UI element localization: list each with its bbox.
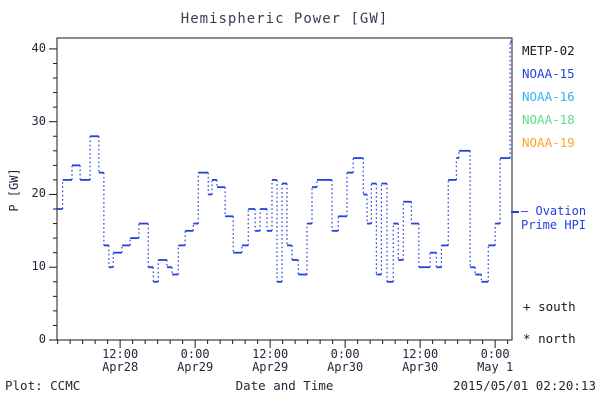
x-tick-date-label: Apr29 <box>177 360 214 374</box>
marker-label-north: north <box>538 331 576 346</box>
ovation-key-icon: — <box>521 204 529 218</box>
ovation-key-dash-icon <box>511 211 519 213</box>
x-tick-date-label: Apr28 <box>102 360 139 374</box>
x-tick-time-label: 0:00 <box>480 347 510 361</box>
plot-timestamp: 2015/05/01 02:20:13 <box>453 378 596 393</box>
y-tick-label: 20 <box>31 186 46 201</box>
ovation-label-line2: Prime HPI <box>521 218 587 232</box>
y-tick-label: 0 <box>38 332 46 346</box>
x-tick-time-label: 12:00 <box>252 347 289 361</box>
ovation-label-line1: Ovation <box>535 204 587 218</box>
plus-marker-icon: + <box>523 299 531 314</box>
x-tick-time-label: 12:00 <box>102 347 139 361</box>
x-tick-time-label: 0:00 <box>180 347 210 361</box>
x-tick-time-label: 12:00 <box>402 347 439 361</box>
plot-credit: Plot: CCMC <box>5 378 81 393</box>
legend-item-noaa-19: NOAA-19 <box>522 135 575 150</box>
chart-title: Hemispheric Power [GW] <box>180 11 389 27</box>
x-tick-date-label: Apr29 <box>252 360 289 374</box>
x-tick-date-label: Apr30 <box>327 360 364 374</box>
y-tick-label: 10 <box>31 259 46 274</box>
marker-label-south: south <box>538 299 576 314</box>
axis-ticks <box>49 48 509 348</box>
plot-border <box>56 37 513 341</box>
legend-item-noaa-15: NOAA-15 <box>522 66 575 81</box>
legend-item-noaa-16: NOAA-16 <box>522 89 575 104</box>
legend-item-noaa-18: NOAA-18 <box>522 112 575 127</box>
x-tick-date-label: May 1 <box>477 360 514 374</box>
legend-item-metp-02: METP-02 <box>522 43 575 58</box>
x-tick-date-label: Apr30 <box>402 360 439 374</box>
x-tick-time-label: 0:00 <box>330 347 360 361</box>
marker-legend-north: * north <box>523 331 576 346</box>
marker-legend-south: + south <box>523 299 576 314</box>
y-tick-label: 40 <box>31 40 46 55</box>
x-axis-label: Date and Time <box>235 378 334 393</box>
y-tick-label: 30 <box>31 113 46 128</box>
data-series-line <box>57 40 512 283</box>
ovation-legend: — Ovation Prime HPI <box>521 204 586 232</box>
asterisk-marker-icon: * <box>523 331 531 346</box>
